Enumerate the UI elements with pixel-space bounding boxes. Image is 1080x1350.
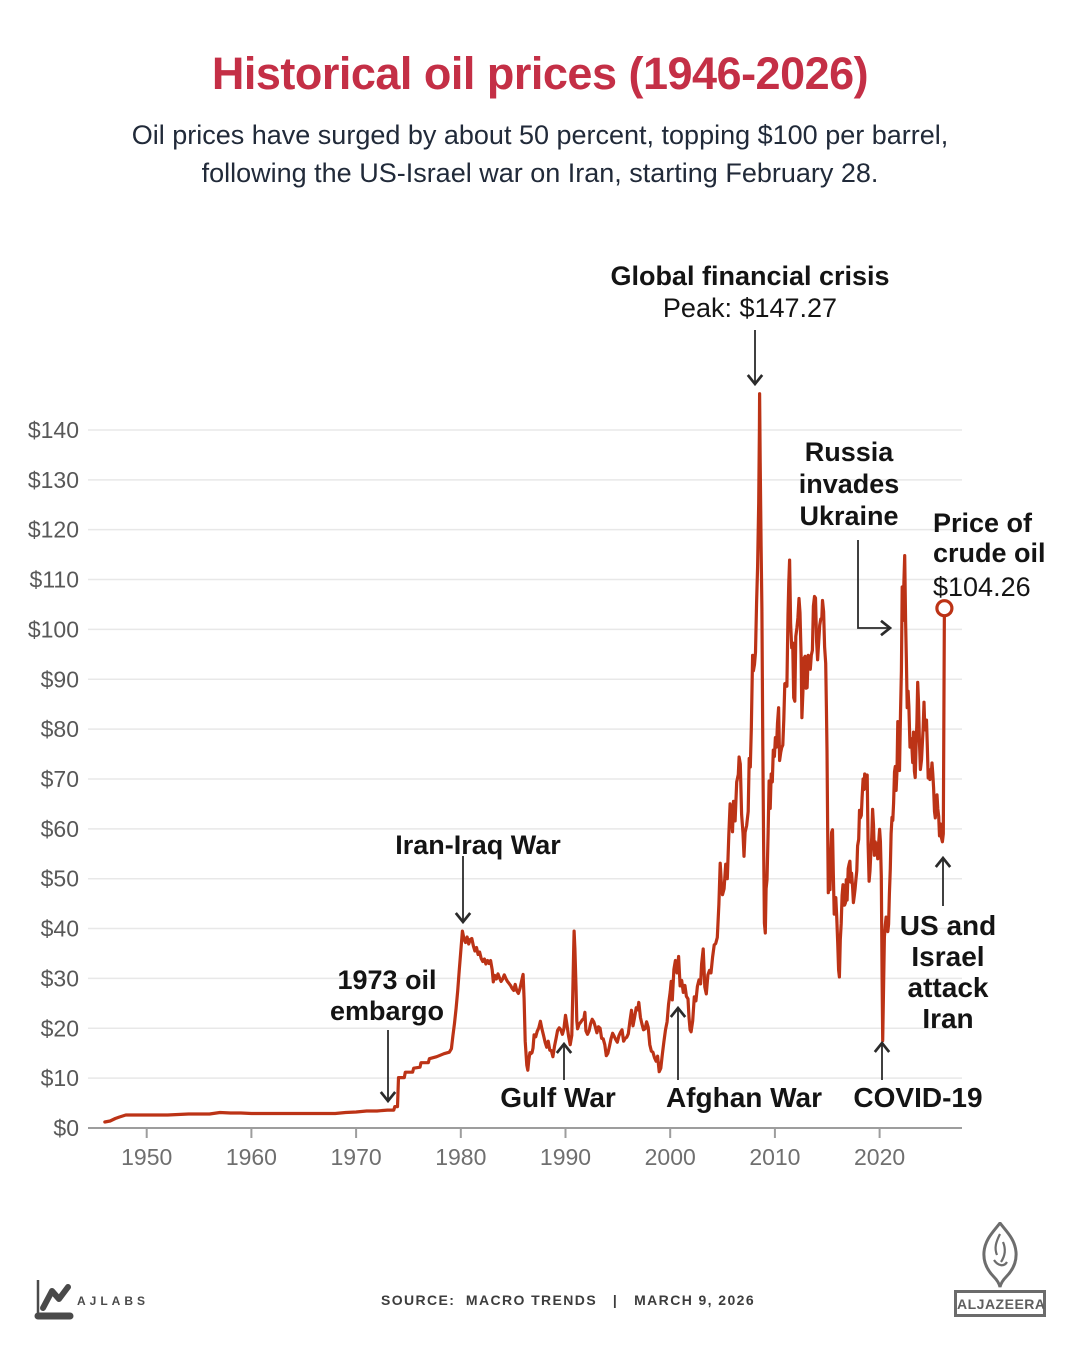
annotation-russia-invades-ukraine: Russia invades Ukraine (799, 436, 900, 532)
annotation-iran-iraq-war: Iran-Iraq War (395, 829, 561, 861)
x-tick-label: 2020 (854, 1144, 905, 1170)
y-tick-label: $110 (30, 567, 79, 593)
annotation-text: crude oil (933, 538, 1046, 568)
annotation-text: Israel (911, 941, 985, 972)
x-tick-label: 1970 (331, 1144, 382, 1170)
y-tick-label: $10 (41, 1065, 79, 1091)
annotation-gulf-war: Gulf War (500, 1082, 616, 1114)
y-tick-label: $40 (41, 916, 79, 942)
russia-ukraine-arrow (857, 540, 893, 637)
annotation-text: 1973 oil (337, 965, 437, 995)
annotation-arrows (379, 330, 952, 1104)
y-tick-label: $50 (41, 866, 79, 892)
subtitle-line-1: Oil prices have surged by about 50 perce… (131, 120, 949, 150)
annotation-text: attack (907, 972, 989, 1003)
annotation-text: Iran-Iraq War (395, 830, 561, 860)
x-tick-label: 1950 (121, 1144, 172, 1170)
annotation-text: Ukraine (799, 501, 899, 531)
y-tick-label: $80 (41, 716, 79, 742)
aljazeera-logo: ALJAZEERA (954, 1222, 1046, 1317)
y-tick-label: $90 (41, 666, 79, 692)
annotation-price-of-crude-oil: Price of crude oil $104.26 (933, 508, 1046, 602)
aljazeera-flame-icon (982, 1222, 1018, 1288)
ajlabs-label: AJLABS (77, 1294, 150, 1308)
annotation-text: Global financial crisis (610, 261, 890, 291)
y-tick-label: $120 (28, 517, 79, 543)
annotation-peak-value: Peak: $147.27 (662, 293, 838, 323)
annotation-text: Russia (804, 437, 894, 467)
y-tick-label: $130 (28, 467, 79, 493)
source-line: SOURCE: MACRO TRENDS | MARCH 9, 2026 (380, 1292, 756, 1308)
page-title: Historical oil prices (1946-2026) (211, 48, 869, 99)
annotation-covid-19: COVID-19 (853, 1082, 982, 1114)
page-subtitle: Oil prices have surged by about 50 perce… (0, 116, 1080, 192)
annotation-1973-oil-embargo: 1973 oil embargo (330, 965, 444, 1027)
annotation-text: Price of (933, 508, 1033, 538)
y-tick-label: $0 (53, 1115, 79, 1141)
annotation-text: US and (899, 910, 997, 941)
x-tick-label: 1980 (435, 1144, 486, 1170)
annotation-text: Afghan War (665, 1082, 823, 1113)
y-tick-label: $140 (28, 417, 79, 443)
annotation-text: invades (798, 469, 900, 499)
current-price-value: $104.26 (933, 572, 1031, 602)
annotation-text: Iran (922, 1003, 974, 1034)
annotation-global-financial-crisis: Global financial crisis Peak: $147.27 (610, 260, 889, 324)
y-tick-label: $30 (41, 965, 79, 991)
y-tick-label: $100 (28, 616, 79, 642)
x-axis-group: 1950 1960 1970 1980 1990 2000 2010 2020 (121, 1128, 905, 1170)
subtitle-line-2: following the US-Israel war on Iran, sta… (201, 158, 879, 188)
annotation-afghan-war: Afghan War (666, 1082, 822, 1114)
x-tick-label: 2010 (749, 1144, 800, 1170)
x-tick-label: 2000 (645, 1144, 696, 1170)
oil-price-line (103, 392, 946, 1124)
y-tick-label: $70 (41, 766, 79, 792)
annotation-text: COVID-19 (853, 1082, 983, 1113)
y-tick-label: $20 (41, 1015, 79, 1041)
annotation-text: Gulf War (500, 1082, 616, 1113)
ajlabs-logo (34, 1280, 74, 1320)
x-tick-label: 1990 (540, 1144, 591, 1170)
x-tick-label: 1960 (226, 1144, 277, 1170)
y-tick-label: $60 (41, 816, 79, 842)
aljazeera-wordmark: ALJAZEERA (954, 1290, 1046, 1317)
annotation-us-israel-attack-iran: US and Israel attack Iran (900, 910, 996, 1034)
endpoint-circle (935, 599, 954, 618)
annotation-text: embargo (329, 996, 445, 1026)
ajlabs-chartline-icon (40, 1284, 71, 1311)
